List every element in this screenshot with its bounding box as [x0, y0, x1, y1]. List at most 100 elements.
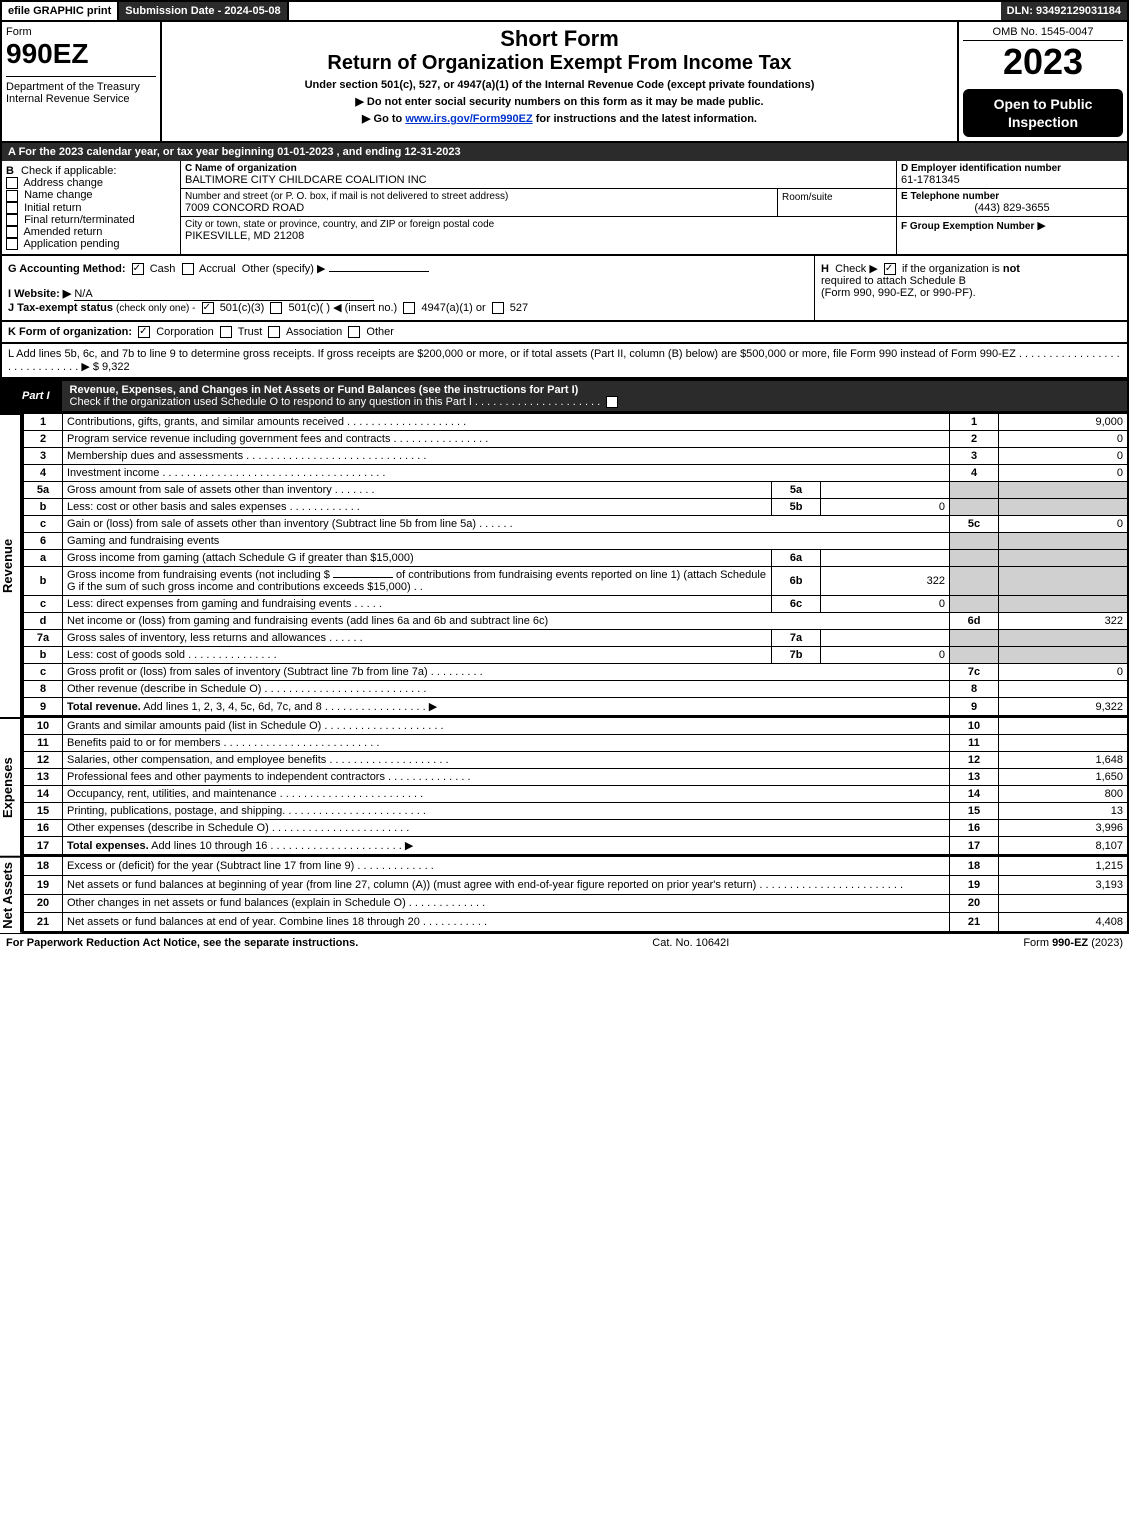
- h-checkbox[interactable]: [884, 263, 896, 275]
- line-20-amt: [999, 894, 1129, 913]
- line-5b-no: b: [23, 499, 63, 516]
- accrual-checkbox[interactable]: [182, 263, 194, 275]
- line-19-amt: 3,193: [999, 875, 1129, 894]
- line-6a-numgrey: [950, 550, 999, 567]
- expenses-vlabel: Expenses: [0, 717, 22, 856]
- line-8-num: 8: [950, 681, 999, 698]
- netassets-section: Net Assets 18Excess or (deficit) for the…: [0, 856, 1129, 933]
- line-7a-sub: 7a: [772, 630, 821, 647]
- form-number: 990EZ: [6, 38, 156, 70]
- j-501c-checkbox[interactable]: [270, 302, 282, 314]
- b-item-4: Amended return: [23, 226, 102, 238]
- part-i-checkbox[interactable]: [606, 396, 618, 408]
- b-checkbox-1[interactable]: [6, 190, 18, 202]
- public-inspection-badge: Open to Public Inspection: [963, 89, 1123, 137]
- line-21-num: 21: [950, 913, 999, 932]
- line-16-no: 16: [23, 820, 63, 837]
- page-footer: For Paperwork Reduction Act Notice, see …: [0, 933, 1129, 952]
- note-ssn: ▶ Do not enter social security numbers o…: [170, 95, 949, 108]
- line-21-amt: 4,408: [999, 913, 1129, 932]
- netassets-vlabel: Net Assets: [0, 856, 22, 933]
- section-h-letter: H: [821, 263, 829, 275]
- line-6c-sub: 6c: [772, 596, 821, 613]
- line-9-desc: Total revenue. Add lines 1, 2, 3, 4, 5c,…: [63, 698, 950, 717]
- line-8-desc: Other revenue (describe in Schedule O) .…: [63, 681, 950, 698]
- b-checkbox-0[interactable]: [6, 177, 18, 189]
- line-2-no: 2: [23, 431, 63, 448]
- irs-link[interactable]: www.irs.gov/Form990EZ: [405, 113, 532, 125]
- line-c-no: c: [23, 664, 63, 681]
- line-4-num: 4: [950, 465, 999, 482]
- line-17-amt: 8,107: [999, 837, 1129, 856]
- line-5a-numgrey: [950, 482, 999, 499]
- subtitle: Under section 501(c), 527, or 4947(a)(1)…: [170, 79, 949, 91]
- cash-checkbox[interactable]: [132, 263, 144, 275]
- k-checkbox-0[interactable]: [138, 326, 150, 338]
- line-17-no: 17: [23, 837, 63, 856]
- line-7b-desc: Less: cost of goods sold . . . . . . . .…: [63, 647, 772, 664]
- line-6b-subval: 322: [821, 567, 950, 596]
- line-20-num: 20: [950, 894, 999, 913]
- b-item-5: Application pending: [23, 238, 119, 250]
- k-checkbox-1[interactable]: [220, 326, 232, 338]
- b-item-2: Initial return: [24, 202, 81, 214]
- tax-year: 2023: [963, 41, 1123, 83]
- line-5a-desc: Gross amount from sale of assets other t…: [63, 482, 772, 499]
- omb-number: OMB No. 1545-0047: [963, 26, 1123, 41]
- k-checkbox-2[interactable]: [268, 326, 280, 338]
- b-checkbox-3[interactable]: [6, 214, 18, 226]
- b-checkbox-2[interactable]: [6, 202, 18, 214]
- j-527-checkbox[interactable]: [492, 302, 504, 314]
- section-b-label: Check if applicable:: [21, 165, 116, 177]
- line-1-num: 1: [950, 414, 999, 431]
- line-4-no: 4: [23, 465, 63, 482]
- footer-right-bold: 990-EZ: [1052, 937, 1088, 949]
- section-h-text3: required to attach Schedule B: [821, 275, 966, 287]
- line-5b-amtgrey: [999, 499, 1129, 516]
- line-21-no: 21: [23, 913, 63, 932]
- j-4947-checkbox[interactable]: [403, 302, 415, 314]
- other-input[interactable]: [329, 271, 429, 272]
- form-label: Form: [6, 26, 156, 38]
- dept-treasury: Department of the Treasury: [6, 81, 156, 93]
- line-18-amt: 1,215: [999, 857, 1129, 876]
- j-501c3-checkbox[interactable]: [202, 302, 214, 314]
- line-14-no: 14: [23, 786, 63, 803]
- street-label: Number and street (or P. O. box, if mail…: [185, 191, 773, 202]
- line-7b-numgrey: [950, 647, 999, 664]
- dln: DLN: 93492129031184: [1001, 2, 1127, 20]
- k-opt-0: Corporation: [156, 326, 213, 338]
- form-header: Form 990EZ Department of the Treasury In…: [0, 22, 1129, 143]
- line-7a-numgrey: [950, 630, 999, 647]
- section-a: A For the 2023 calendar year, or tax yea…: [0, 143, 1129, 161]
- line-13-amt: 1,650: [999, 769, 1129, 786]
- line-15-num: 15: [950, 803, 999, 820]
- line-6-no: 6: [23, 533, 63, 550]
- b-checkbox-5[interactable]: [6, 238, 18, 250]
- line-16-desc: Other expenses (describe in Schedule O) …: [63, 820, 950, 837]
- line-c-no: c: [23, 516, 63, 533]
- line-7a-amtgrey: [999, 630, 1129, 647]
- line-8-no: 8: [23, 681, 63, 698]
- line-4-amt: 0: [999, 465, 1129, 482]
- website-value: N/A: [74, 288, 374, 301]
- line-8-amt: [999, 681, 1129, 698]
- k-checkbox-3[interactable]: [348, 326, 360, 338]
- revenue-vlabel: Revenue: [0, 413, 22, 717]
- line-c-desc: Gain or (loss) from sale of assets other…: [63, 516, 950, 533]
- footer-right: Form 990-EZ (2023): [1023, 937, 1123, 949]
- line-19-no: 19: [23, 875, 63, 894]
- line-2-amt: 0: [999, 431, 1129, 448]
- line-12-num: 12: [950, 752, 999, 769]
- b-item-0: Address change: [23, 177, 103, 189]
- section-l-value: 9,322: [102, 361, 130, 373]
- line-6-desc: Gaming and fundraising events: [63, 533, 950, 550]
- line-18-desc: Excess or (deficit) for the year (Subtra…: [63, 857, 950, 876]
- note-link-pre: ▶ Go to: [362, 113, 405, 125]
- section-h-text2: if the organization is: [902, 263, 1003, 275]
- line-6b-sub: 6b: [772, 567, 821, 596]
- line-3-num: 3: [950, 448, 999, 465]
- line-2-num: 2: [950, 431, 999, 448]
- line-6b-desc: Gross income from fundraising events (no…: [63, 567, 772, 596]
- b-checkbox-4[interactable]: [6, 226, 18, 238]
